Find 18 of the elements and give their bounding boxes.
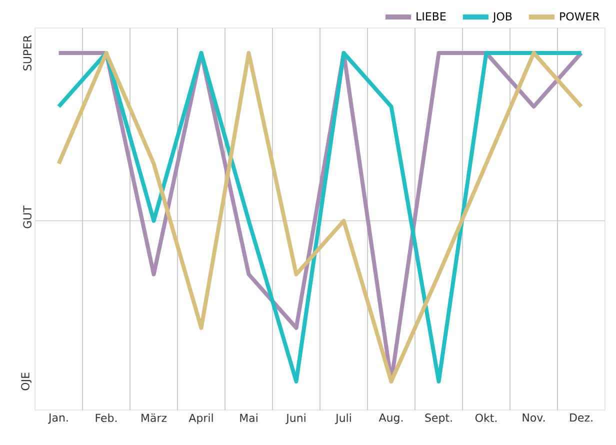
x-tick-label: Mai <box>240 414 258 422</box>
x-tick-label: Juni <box>286 414 306 424</box>
legend-label: LIEBE <box>416 12 446 20</box>
x-tick-label: Sept. <box>425 414 452 424</box>
x-tick-label: Juli <box>335 414 351 424</box>
x-tick-label: Okt. <box>475 414 496 422</box>
text: GUT <box>23 206 32 228</box>
x-tick-label: April <box>188 414 213 424</box>
x-tick-label: Nov. <box>522 414 545 422</box>
legend-label: POWER <box>560 12 600 21</box>
x-tick-label: Aug. <box>378 414 403 424</box>
x-tick-label: Feb. <box>96 414 117 422</box>
legend-label: JOB <box>492 12 512 23</box>
text: OJE <box>21 372 32 390</box>
x-tick-label: Dez. <box>570 414 592 422</box>
text: SUPER <box>23 35 32 70</box>
x-tick-label: März <box>142 414 167 422</box>
x-tick-label: Jan. <box>48 414 68 424</box>
